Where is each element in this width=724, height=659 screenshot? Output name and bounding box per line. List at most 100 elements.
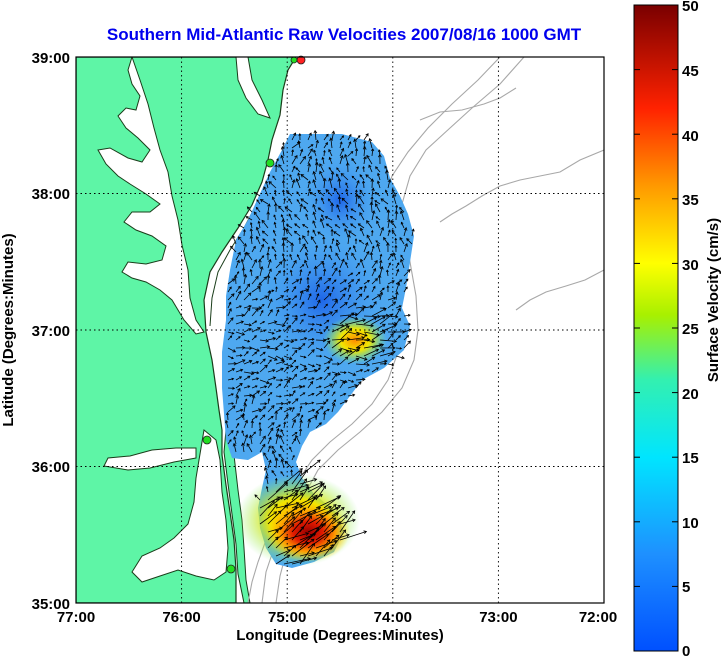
velocity-vector — [346, 189, 349, 197]
velocity-arrowhead — [357, 278, 360, 282]
velocity-arrowhead — [366, 295, 369, 299]
velocity-vector — [294, 214, 301, 221]
velocity-arrowhead — [258, 427, 262, 431]
velocity-vector — [370, 202, 373, 213]
velocity-vector — [267, 510, 282, 525]
velocity-vector — [267, 298, 273, 309]
velocity-vector — [387, 333, 394, 341]
velocity-arrowhead — [300, 174, 305, 178]
velocity-arrowhead — [352, 518, 356, 523]
velocity-arrowhead — [290, 339, 295, 344]
velocity-vector — [266, 486, 269, 493]
velocity-arrowhead — [258, 258, 262, 263]
velocity-vector — [267, 460, 271, 469]
velocity-vector — [403, 340, 411, 349]
velocity-arrowhead — [345, 261, 348, 265]
velocity-arrowhead — [288, 198, 291, 201]
velocity-arrowhead — [286, 379, 290, 384]
velocity-vector — [331, 299, 338, 301]
velocity-arrowhead — [361, 180, 366, 184]
velocity-vector — [370, 252, 373, 261]
velocity-arrowhead — [337, 504, 342, 509]
velocity-vector — [386, 270, 389, 277]
velocity-arrowhead — [239, 305, 242, 308]
velocity-arrowhead — [304, 376, 308, 380]
velocity-vector — [267, 347, 278, 350]
velocity-arrowhead — [328, 254, 331, 258]
velocity-arrowhead — [392, 346, 396, 350]
velocity-arrowhead — [369, 251, 374, 256]
velocity-vector — [280, 429, 285, 437]
velocity-arrowhead — [327, 277, 332, 282]
velocity-vector — [338, 178, 341, 189]
velocity-arrowhead — [231, 393, 234, 396]
velocity-arrowhead — [293, 132, 297, 136]
velocity-arrowhead — [275, 529, 279, 534]
velocity-arrowhead — [294, 349, 298, 353]
velocity-vector — [355, 293, 363, 301]
velocity-arrowhead — [363, 156, 367, 160]
velocity-arrowhead — [301, 319, 304, 322]
velocity-vector — [296, 199, 301, 205]
velocity-vector — [283, 489, 298, 501]
velocity-arrowhead — [262, 303, 265, 307]
velocity-vector — [347, 347, 359, 352]
velocity-arrowhead — [333, 187, 338, 192]
velocity-arrowhead — [341, 135, 344, 138]
velocity-vector — [299, 290, 303, 301]
velocity-vector — [339, 356, 349, 365]
velocity-vector — [273, 238, 277, 245]
velocity-vector — [403, 227, 407, 237]
velocity-arrowhead — [272, 229, 276, 233]
velocity-arrowhead — [324, 216, 328, 220]
velocity-vector — [256, 236, 261, 245]
velocity-vector — [275, 524, 295, 541]
velocity-arrowhead — [374, 278, 378, 282]
velocity-vector — [363, 146, 366, 157]
velocity-arrowhead — [322, 312, 327, 317]
velocity-vector — [355, 306, 366, 309]
velocity-vector — [280, 445, 285, 453]
velocity-arrowhead — [302, 243, 306, 247]
velocity-arrowhead — [327, 408, 330, 412]
velocity-vector — [235, 414, 244, 421]
velocity-vector — [379, 275, 381, 285]
colorbar-tick-label: 15 — [682, 450, 699, 467]
velocity-arrowhead — [367, 369, 370, 372]
velocity-vector — [315, 367, 321, 373]
velocity-vector — [323, 517, 336, 533]
velocity-vector — [235, 314, 245, 317]
velocity-vector — [259, 276, 267, 285]
velocity-vector — [256, 207, 261, 213]
velocity-vector — [315, 347, 323, 351]
velocity-vector — [256, 199, 261, 205]
velocity-vector — [358, 203, 365, 213]
velocity-arrowhead — [280, 458, 285, 463]
velocity-arrowhead — [224, 419, 229, 424]
velocity-vector — [251, 408, 262, 413]
velocity-vectors — [224, 129, 415, 565]
velocity-vector — [299, 337, 307, 341]
velocity-vector — [259, 329, 266, 333]
velocity-vector — [371, 286, 376, 293]
velocity-arrowhead — [342, 529, 347, 534]
velocity-arrowhead — [405, 286, 408, 290]
velocity-vector — [355, 271, 361, 277]
velocity-arrowhead — [237, 236, 242, 241]
velocity-vector — [251, 320, 257, 325]
velocity-vector — [291, 279, 299, 285]
velocity-arrowhead — [370, 196, 374, 200]
velocity-vector — [291, 286, 297, 293]
velocity-arrowhead — [279, 406, 283, 411]
velocity-arrowhead — [288, 393, 293, 397]
velocity-arrowhead — [305, 401, 309, 406]
velocity-arrowhead — [266, 274, 271, 279]
velocity-arrowhead — [315, 527, 320, 532]
velocity-vector — [395, 291, 398, 301]
velocity-vector — [310, 236, 317, 245]
velocity-arrowhead — [354, 189, 358, 193]
velocity-vector — [359, 189, 365, 197]
velocity-vector — [395, 205, 398, 213]
velocity-vector — [295, 167, 301, 173]
velocity-arrowhead — [298, 470, 303, 475]
